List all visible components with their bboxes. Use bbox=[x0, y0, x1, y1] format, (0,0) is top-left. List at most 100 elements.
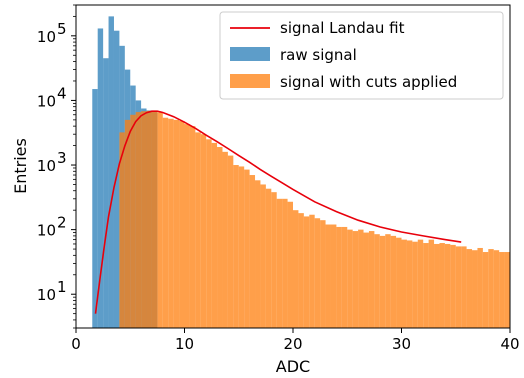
cut-signal-bar bbox=[412, 241, 418, 328]
cut-signal-bar bbox=[493, 250, 500, 328]
cut-signal-bar bbox=[303, 216, 310, 328]
cut-signal-bar bbox=[217, 147, 223, 328]
cut-signal-bar bbox=[271, 192, 277, 328]
cut-signal-bar bbox=[124, 119, 131, 329]
y-tick-exponent: 2 bbox=[57, 214, 67, 232]
cut-signal-bar bbox=[379, 235, 386, 328]
cut-signal-bar bbox=[455, 246, 462, 328]
x-axis-label: ADC bbox=[276, 357, 310, 376]
y-tick-label: 10 bbox=[37, 28, 56, 46]
cut-signal-bar bbox=[255, 180, 261, 328]
raw-signal-bar bbox=[113, 30, 120, 329]
cut-signal-bar bbox=[461, 246, 467, 328]
cut-signal-bar bbox=[135, 112, 142, 328]
cut-signal-bar bbox=[325, 224, 331, 328]
cut-signal-bar bbox=[179, 121, 185, 328]
cut-signal-bar bbox=[227, 155, 234, 328]
cut-signal-bar bbox=[146, 110, 152, 328]
cut-signal-bar bbox=[472, 250, 478, 328]
cut-signal-bar bbox=[282, 198, 288, 328]
cut-signal-bar bbox=[276, 198, 283, 328]
cut-signal-bar bbox=[168, 118, 174, 328]
cut-signal-bar bbox=[423, 243, 429, 328]
y-tick-label: 10 bbox=[37, 92, 56, 110]
cut-signal-bar bbox=[157, 112, 163, 328]
raw-signal-bar bbox=[97, 28, 104, 328]
legend: signal Landau fit raw signal signal with… bbox=[219, 11, 504, 100]
cut-signal-bar bbox=[374, 234, 380, 328]
cut-signal-bar bbox=[401, 239, 407, 328]
cut-signal-bar bbox=[385, 234, 391, 328]
cut-signal-bar bbox=[406, 240, 413, 328]
cut-signal-bar bbox=[211, 142, 218, 328]
cut-signal-bar bbox=[244, 169, 250, 328]
cut-signal-bar bbox=[477, 247, 483, 328]
cut-signal-bar bbox=[119, 132, 125, 328]
y-tick-exponent: 5 bbox=[57, 20, 67, 38]
cut-signal-bar bbox=[206, 139, 212, 328]
cut-signal-bar bbox=[466, 249, 473, 328]
cut-signal-bar bbox=[341, 226, 348, 328]
cut-signal-bar bbox=[439, 243, 445, 328]
cut-signal-bar bbox=[396, 237, 402, 328]
cut-signal-bar bbox=[504, 252, 510, 328]
legend-cut-swatch bbox=[230, 74, 270, 88]
cut-signal-bar bbox=[222, 151, 228, 328]
cut-signal-bar bbox=[314, 218, 321, 328]
cut-signal-bar bbox=[417, 239, 424, 328]
x-tick-label: 10 bbox=[175, 335, 194, 353]
legend-raw-swatch bbox=[230, 47, 270, 61]
x-tick-label: 40 bbox=[500, 335, 519, 353]
cut-signal-bar bbox=[298, 213, 304, 328]
cut-signal-bar bbox=[352, 231, 359, 328]
legend-cut-label: signal with cuts applied bbox=[280, 73, 457, 91]
raw-signal-bar bbox=[103, 58, 109, 328]
cut-signal-bar bbox=[499, 252, 505, 328]
cut-signal-bar bbox=[130, 114, 136, 328]
cut-signal-bar bbox=[200, 134, 207, 328]
cut-signal-bar bbox=[368, 231, 375, 328]
cut-signal-bar bbox=[233, 165, 239, 328]
cut-signal-bar bbox=[141, 111, 147, 328]
cut-signal-bar bbox=[173, 119, 180, 329]
cut-signal-bar bbox=[450, 244, 456, 328]
cut-signal-bar bbox=[265, 188, 272, 328]
raw-signal-bar bbox=[108, 16, 114, 329]
x-axis: 0 10 20 30 40 bbox=[71, 328, 520, 353]
cut-signal-bar bbox=[336, 226, 342, 328]
cut-signal-bar bbox=[488, 249, 494, 328]
y-tick-exponent: 3 bbox=[57, 149, 67, 167]
x-tick-label: 0 bbox=[71, 335, 81, 353]
cut-signal-bar bbox=[287, 201, 293, 328]
cut-signal-bar bbox=[482, 252, 489, 328]
legend-raw-label: raw signal bbox=[280, 46, 357, 64]
legend-fit-label: signal Landau fit bbox=[280, 19, 405, 37]
legend-box bbox=[219, 11, 504, 100]
cut-signal-bar bbox=[434, 243, 440, 328]
cut-signal-bar bbox=[358, 229, 364, 328]
y-tick-label: 10 bbox=[37, 222, 56, 240]
cut-signal-bar bbox=[184, 124, 190, 328]
cut-signal-bar bbox=[195, 132, 201, 328]
cut-signal-bars bbox=[119, 110, 510, 329]
cut-signal-bar bbox=[162, 117, 169, 328]
raw-signal-bar bbox=[92, 89, 98, 328]
cut-signal-bar bbox=[309, 214, 315, 328]
cut-signal-bar bbox=[444, 243, 451, 328]
cut-signal-bar bbox=[293, 210, 299, 328]
cut-signal-bar bbox=[151, 110, 158, 328]
x-tick-label: 20 bbox=[283, 335, 302, 353]
cut-signal-bar bbox=[428, 239, 435, 328]
y-tick-label: 10 bbox=[37, 157, 56, 175]
cut-signal-bar bbox=[320, 220, 326, 328]
y-axis-label: Entries bbox=[11, 138, 30, 194]
cut-signal-bar bbox=[347, 229, 353, 328]
x-tick-label: 30 bbox=[392, 335, 411, 353]
y-tick-exponent: 4 bbox=[57, 84, 67, 102]
y-tick-exponent: 1 bbox=[57, 278, 67, 296]
cut-signal-bar bbox=[249, 175, 256, 328]
cut-signal-bar bbox=[260, 184, 266, 328]
cut-signal-bar bbox=[363, 232, 369, 328]
cut-signal-bar bbox=[330, 224, 337, 328]
